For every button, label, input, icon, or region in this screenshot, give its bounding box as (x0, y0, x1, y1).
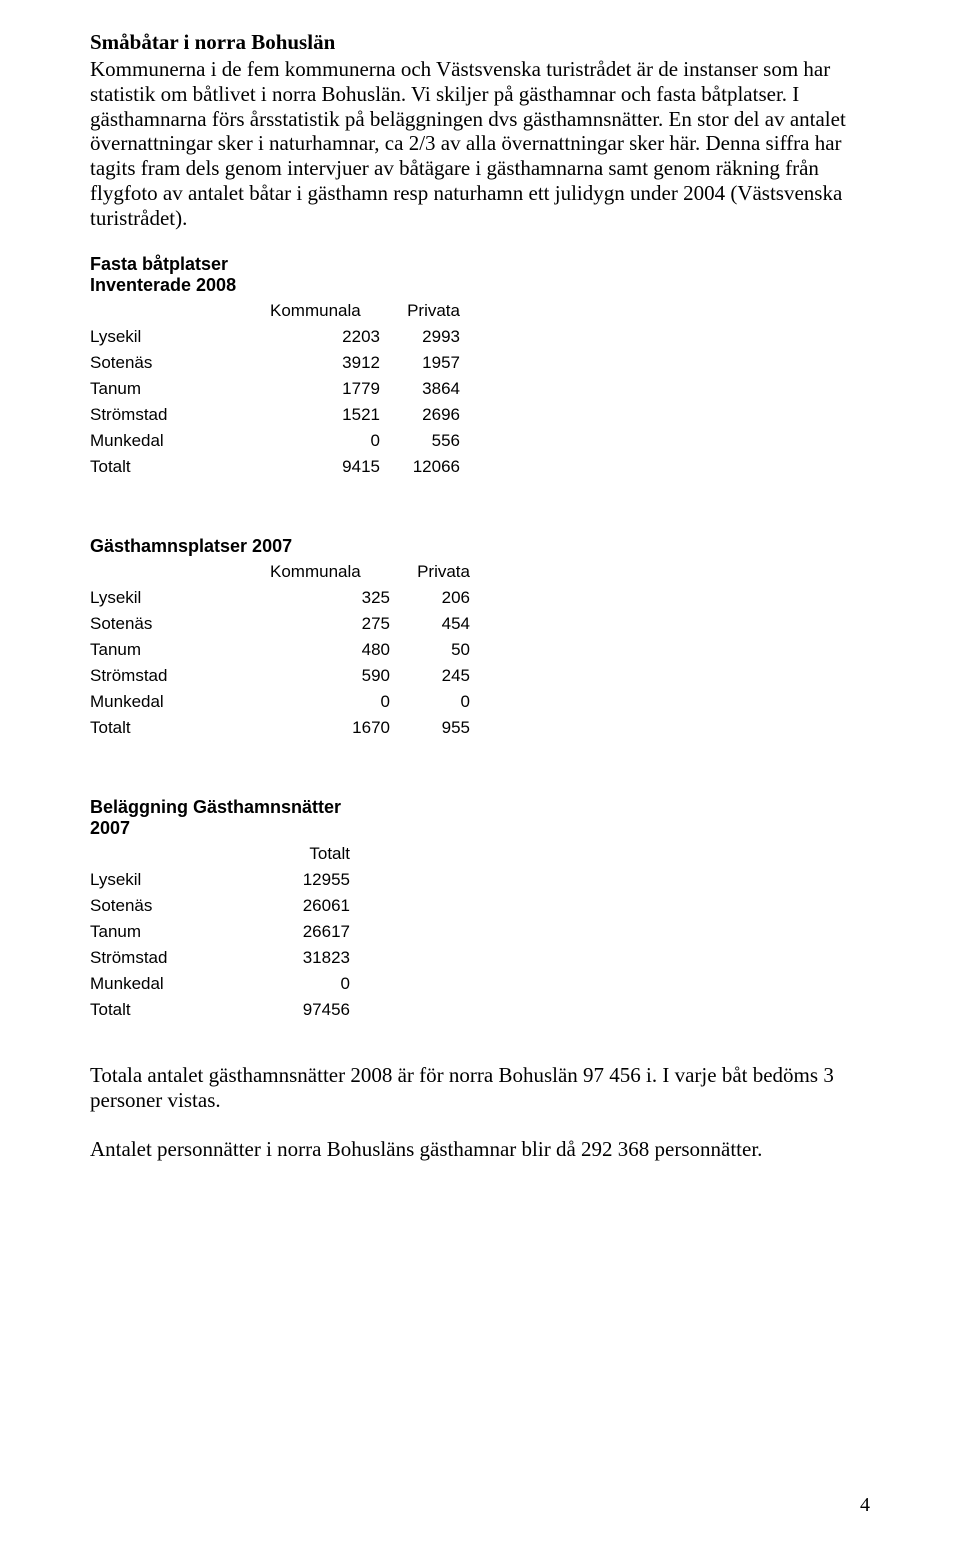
row-label: Totalt (90, 454, 270, 480)
col-header: Kommunala (270, 559, 390, 585)
cell: 590 (270, 663, 390, 689)
cell: 26617 (270, 919, 350, 945)
row-label: Lysekil (90, 585, 270, 611)
table-row: Munkedal0 (90, 971, 350, 997)
cell: 325 (270, 585, 390, 611)
cell: 3912 (270, 350, 380, 376)
col-header: Kommunala (270, 298, 380, 324)
table-row: Tanum17793864 (90, 376, 460, 402)
cell: 275 (270, 611, 390, 637)
table-row: Sotenäs39121957 (90, 350, 460, 376)
cell: 245 (390, 663, 470, 689)
cell: 9415 (270, 454, 380, 480)
belaggning-heading-2: 2007 (90, 818, 870, 839)
row-label: Totalt (90, 997, 270, 1023)
table-row: Totalt941512066 (90, 454, 460, 480)
table-row: Lysekil22032993 (90, 324, 460, 350)
footer-paragraph-1: Totala antalet gästhamnsnätter 2008 är f… (90, 1063, 870, 1113)
row-label: Totalt (90, 715, 270, 741)
row-label: Strömstad (90, 402, 270, 428)
page: Småbåtar i norra Bohuslän Kommunerna i d… (0, 0, 960, 1547)
cell: 50 (390, 637, 470, 663)
cell: 26061 (270, 893, 350, 919)
table-row: Lysekil12955 (90, 867, 350, 893)
table-row: Sotenäs26061 (90, 893, 350, 919)
row-label: Lysekil (90, 867, 270, 893)
table-row: Munkedal0556 (90, 428, 460, 454)
cell: 556 (380, 428, 460, 454)
fasta-heading-1: Fasta båtplatser (90, 254, 870, 275)
gasthamn-heading: Gästhamnsplatser 2007 (90, 536, 870, 557)
table-row: Tanum48050 (90, 637, 470, 663)
table-header-row: Kommunala Privata (90, 298, 460, 324)
footer-paragraph-2: Antalet personnätter i norra Bohusläns g… (90, 1137, 870, 1162)
table-row: Tanum26617 (90, 919, 350, 945)
page-title: Småbåtar i norra Bohuslän (90, 30, 870, 55)
row-label: Sotenäs (90, 893, 270, 919)
cell: 0 (270, 971, 350, 997)
cell: 0 (270, 428, 380, 454)
row-label: Munkedal (90, 971, 270, 997)
table-header-row: Kommunala Privata (90, 559, 470, 585)
cell: 3864 (380, 376, 460, 402)
cell: 2203 (270, 324, 380, 350)
table-row: Munkedal00 (90, 689, 470, 715)
cell: 1521 (270, 402, 380, 428)
table-row: Sotenäs275454 (90, 611, 470, 637)
cell: 2993 (380, 324, 460, 350)
table-header-row: Totalt (90, 841, 350, 867)
table-row: Totalt1670955 (90, 715, 470, 741)
col-header: Totalt (270, 841, 350, 867)
cell: 0 (390, 689, 470, 715)
row-label: Tanum (90, 376, 270, 402)
col-header: Privata (390, 559, 470, 585)
row-label: Sotenäs (90, 350, 270, 376)
cell: 206 (390, 585, 470, 611)
cell: 12955 (270, 867, 350, 893)
cell: 1779 (270, 376, 380, 402)
table-row: Totalt97456 (90, 997, 350, 1023)
row-label: Sotenäs (90, 611, 270, 637)
row-label: Tanum (90, 637, 270, 663)
cell: 454 (390, 611, 470, 637)
row-label: Lysekil (90, 324, 270, 350)
cell: 955 (390, 715, 470, 741)
fasta-heading-2: Inventerade 2008 (90, 275, 870, 296)
row-label: Munkedal (90, 428, 270, 454)
cell: 31823 (270, 945, 350, 971)
table-row: Strömstad31823 (90, 945, 350, 971)
fasta-table: Kommunala Privata Lysekil22032993 Sotenä… (90, 298, 460, 480)
row-label: Strömstad (90, 663, 270, 689)
page-number: 4 (860, 1494, 870, 1517)
cell: 0 (270, 689, 390, 715)
cell: 480 (270, 637, 390, 663)
cell: 1670 (270, 715, 390, 741)
table-row: Strömstad15212696 (90, 402, 460, 428)
cell: 97456 (270, 997, 350, 1023)
intro-paragraph: Kommunerna i de fem kommunerna och Västs… (90, 57, 870, 230)
table-row: Lysekil325206 (90, 585, 470, 611)
table-row: Strömstad590245 (90, 663, 470, 689)
cell: 2696 (380, 402, 460, 428)
belaggning-table: Totalt Lysekil12955 Sotenäs26061 Tanum26… (90, 841, 350, 1023)
col-header: Privata (380, 298, 460, 324)
row-label: Strömstad (90, 945, 270, 971)
row-label: Tanum (90, 919, 270, 945)
cell: 1957 (380, 350, 460, 376)
gasthamn-table: Kommunala Privata Lysekil325206 Sotenäs2… (90, 559, 470, 741)
row-label: Munkedal (90, 689, 270, 715)
cell: 12066 (380, 454, 460, 480)
belaggning-heading-1: Beläggning Gästhamnsnätter (90, 797, 870, 818)
